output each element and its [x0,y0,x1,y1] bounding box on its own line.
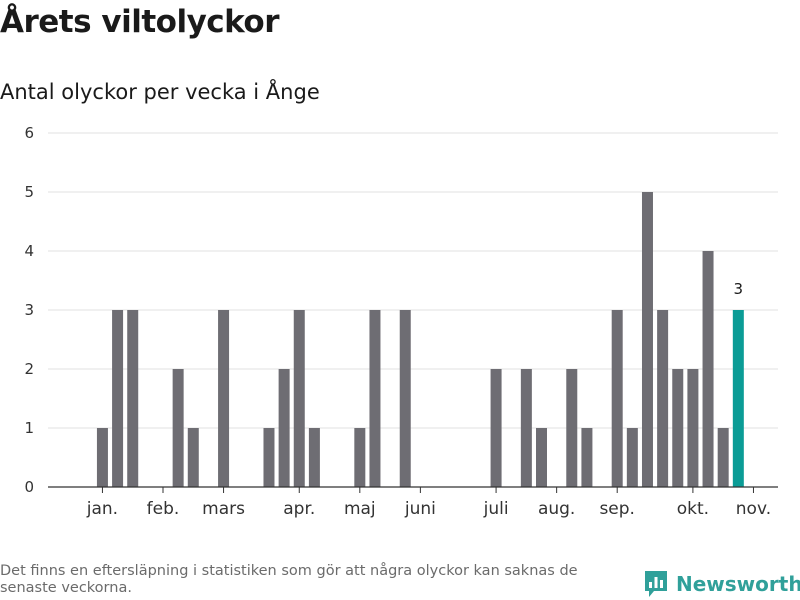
chart-title: Årets viltolyckor [0,4,280,40]
x-tick-label: nov. [736,499,771,519]
y-tick-label: 1 [24,419,34,437]
x-tick-label: sep. [599,499,635,519]
y-tick-label: 0 [24,478,34,496]
bar [187,428,199,487]
bar [112,310,124,487]
bar [566,369,578,487]
brand-name: Newsworthy [676,572,800,596]
bar [172,369,184,487]
bar [490,369,502,487]
bar [263,428,275,487]
bar [626,428,638,487]
x-tick-label: juni [404,499,436,519]
bar-highlight [732,310,744,487]
x-tick-label: feb. [147,499,180,519]
footnote: Det finns en eftersläpning i statistiken… [0,563,578,596]
x-tick-label: maj [344,499,376,519]
x-tick-label: aug. [538,499,575,519]
bar [293,310,305,487]
bar [641,192,653,487]
brand-logo[interactable]: Newsworthy [644,570,800,598]
bar [520,369,532,487]
bar [611,310,623,487]
y-tick-label: 4 [24,242,34,260]
bar [354,428,366,487]
newsworthy-logo-icon [645,571,667,597]
bar [702,251,714,487]
y-tick-label: 2 [24,360,34,378]
bar [399,310,411,487]
bar-chart: 0 1 2 3 4 5 6 3 jan. feb. mars apr. maj juni juli aug. s… [24,124,778,519]
bar-data-label: 3 [734,280,744,298]
y-tick-label: 5 [24,183,34,201]
bar [657,310,669,487]
bar [127,310,139,487]
bar [581,428,593,487]
bar [687,369,699,487]
x-tick-label: juli [483,499,509,519]
bar [369,310,381,487]
y-tick-label: 3 [24,301,34,319]
x-tick-label: mars [202,499,245,519]
bar [717,428,729,487]
x-tick-label: okt. [677,499,709,519]
bar [96,428,108,487]
bar [278,369,290,487]
x-tick-label: jan. [86,499,118,519]
bar [672,369,684,487]
bar [536,428,547,487]
bar [308,428,320,487]
x-tick-label: apr. [283,499,315,519]
chart-subtitle: Antal olyckor per vecka i Ånge [0,80,320,104]
bar [218,310,230,487]
y-tick-label: 6 [24,124,34,142]
